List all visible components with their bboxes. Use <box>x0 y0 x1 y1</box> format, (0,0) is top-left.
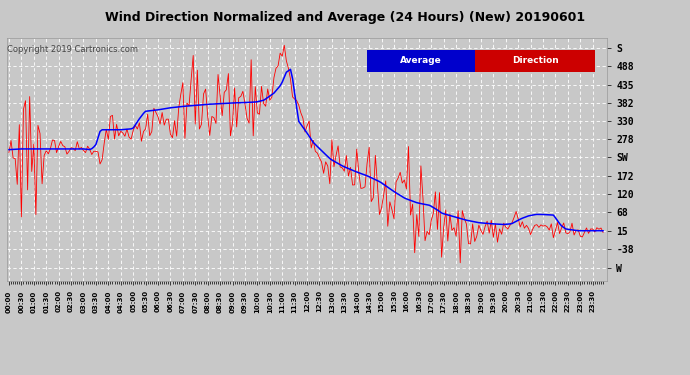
Text: Average: Average <box>400 56 442 65</box>
Text: Wind Direction Normalized and Average (24 Hours) (New) 20190601: Wind Direction Normalized and Average (2… <box>105 11 585 24</box>
Text: Copyright 2019 Cartronics.com: Copyright 2019 Cartronics.com <box>7 45 138 54</box>
FancyBboxPatch shape <box>475 50 595 72</box>
Text: Direction: Direction <box>512 56 558 65</box>
FancyBboxPatch shape <box>367 50 475 72</box>
